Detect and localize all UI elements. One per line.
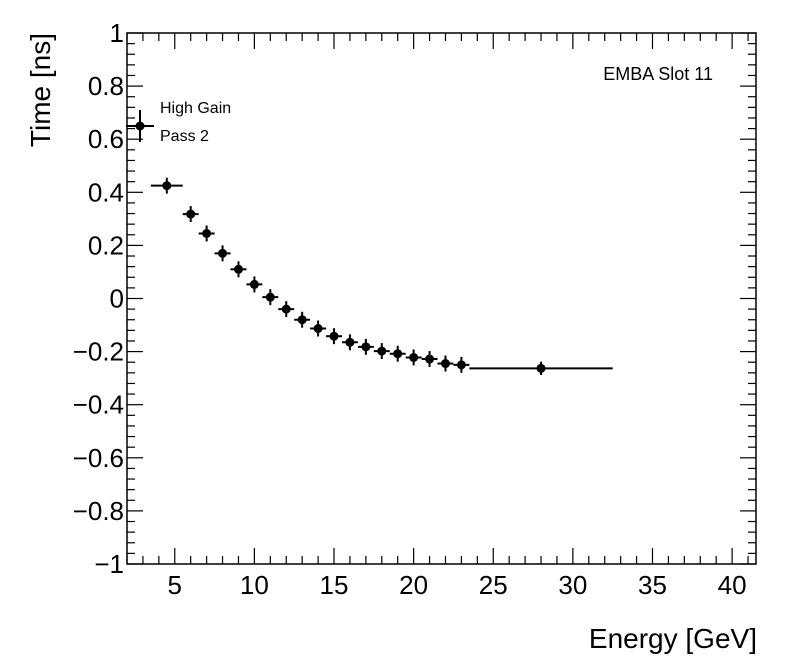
y-tick-label: 0.4 [88,177,124,207]
legend-label-line-1: High Gain [160,100,231,117]
y-tick-label: 1 [110,18,124,48]
y-tick-label: 0.6 [88,124,124,154]
x-tick-label: 10 [240,570,269,600]
x-tick-label: 25 [479,570,508,600]
y-tick-label: 0.2 [88,230,124,260]
data-point [377,346,387,356]
slot-annotation: EMBA Slot 11 [603,64,713,84]
data-point [249,279,259,289]
data-point [162,181,172,191]
data-point [440,359,450,369]
x-axis-ticks [126,33,749,564]
y-axis-ticks [127,32,756,565]
data-point [456,360,466,370]
legend-label-line-2: Pass 2 [160,128,209,145]
data-point [233,264,243,274]
data-point [186,209,196,219]
legend: High Gain Pass 2 [126,100,231,145]
y-axis-tick-labels: −1 −0.8 −0.6 −0.4 −0.2 0 0.2 0.4 0.6 0.8 1 [73,18,124,579]
y-tick-label: −0.6 [73,443,124,473]
y-tick-label: −1 [94,549,124,579]
x-tick-label: 5 [168,570,182,600]
data-point [281,304,291,314]
series-high-gain-pass-2 [150,177,613,375]
data-point [345,337,355,347]
data-point [329,331,339,341]
data-point [297,315,307,325]
data-point [202,228,212,238]
data-point [265,292,275,302]
data-point [393,349,403,359]
y-axis-title: Time [ns] [25,33,56,147]
data-point [409,352,419,362]
data-point [313,324,323,334]
data-point [425,354,435,364]
x-axis-title: Energy [GeV] [589,623,757,654]
data-point [361,342,371,352]
y-tick-label: −0.8 [73,496,124,526]
x-tick-label: 20 [399,570,428,600]
y-tick-label: −0.2 [73,337,124,367]
x-tick-label: 40 [718,570,747,600]
y-tick-label: −0.4 [73,390,124,420]
legend-marker-point [135,121,145,131]
data-point [536,363,546,373]
x-tick-label: 15 [320,570,349,600]
x-tick-label: 35 [638,570,667,600]
x-axis-tick-labels: 5 10 15 20 25 30 35 40 [168,570,747,600]
y-tick-label: 0 [110,284,124,314]
y-tick-label: 0.8 [88,71,124,101]
x-tick-label: 30 [558,570,587,600]
data-point [218,248,228,258]
